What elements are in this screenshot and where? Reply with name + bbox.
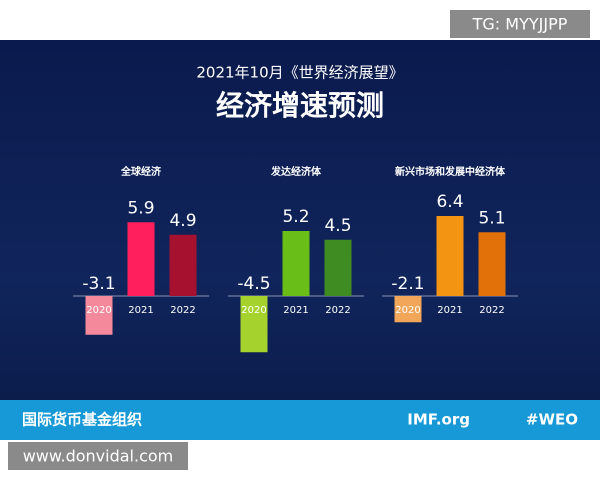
value-label: -2.1 xyxy=(391,274,424,294)
bar xyxy=(169,234,197,296)
value-label: 5.2 xyxy=(282,207,309,227)
chart-title: 全球经济 xyxy=(120,165,162,178)
category-label: 2022 xyxy=(325,305,350,316)
category-label: 2022 xyxy=(479,305,504,316)
bar xyxy=(85,296,113,335)
category-label: 2020 xyxy=(86,305,111,316)
footer-tag: #WEO xyxy=(526,411,578,429)
value-label: 4.9 xyxy=(169,211,196,231)
chart-title: 发达经济体 xyxy=(270,165,322,178)
bar xyxy=(478,232,506,296)
footer-site: IMF.org xyxy=(407,411,470,429)
category-label: 2022 xyxy=(170,305,195,316)
title: 经济增速预测 xyxy=(216,89,384,122)
bar xyxy=(240,296,268,353)
category-label: 2021 xyxy=(128,305,153,316)
bar xyxy=(324,239,352,296)
value-label: -3.1 xyxy=(82,274,115,294)
value-label: 5.1 xyxy=(478,208,505,228)
watermark: TG: MYYJJPP xyxy=(472,15,568,34)
bar xyxy=(436,216,464,296)
subtitle: 2021年10月《世界经济展望》 xyxy=(196,64,403,82)
chart-title: 新兴市场和发展中经济体 xyxy=(395,165,506,178)
footer-bar xyxy=(0,400,600,440)
value-label: 5.9 xyxy=(127,198,154,218)
category-label: 2020 xyxy=(241,305,266,316)
value-label: 4.5 xyxy=(324,216,351,236)
footer-org: 国际货币基金组织 xyxy=(22,411,142,429)
value-label: -4.5 xyxy=(237,274,270,294)
bar xyxy=(282,231,310,296)
bar xyxy=(394,296,422,323)
watermark: www.donvidal.com xyxy=(23,447,174,466)
category-label: 2020 xyxy=(395,305,420,316)
category-label: 2021 xyxy=(437,305,462,316)
watermark-box xyxy=(8,442,188,470)
watermark-box xyxy=(450,10,590,38)
value-label: 6.4 xyxy=(436,192,463,212)
bar xyxy=(127,222,155,296)
category-label: 2021 xyxy=(283,305,308,316)
